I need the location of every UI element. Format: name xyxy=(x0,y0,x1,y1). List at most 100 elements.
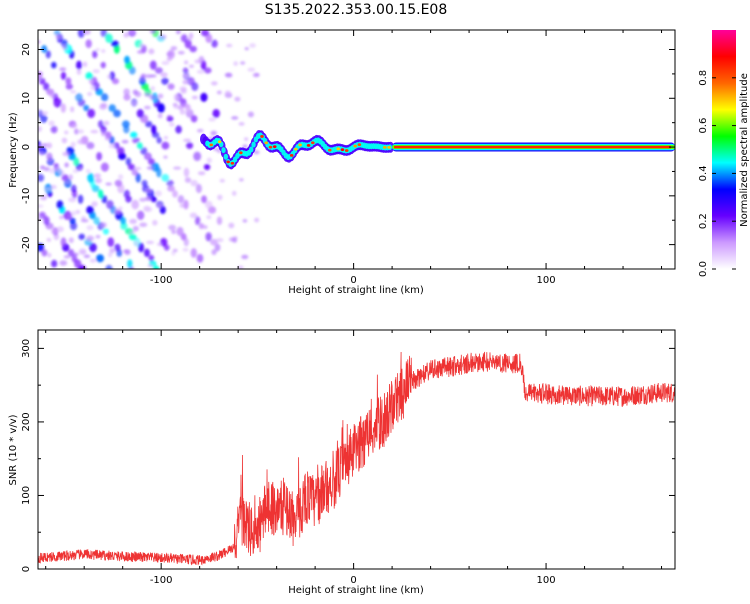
heatmap-stripe-blob xyxy=(212,108,220,118)
heatmap-speckle xyxy=(172,102,178,107)
heatmap-stripe-blob xyxy=(100,61,106,69)
heatmap-speckle xyxy=(154,190,162,197)
heatmap-speckle xyxy=(106,74,111,80)
heatmap-stripe-blob xyxy=(83,104,90,112)
heatmap-stripe-blob xyxy=(131,199,139,210)
heatmap-speckle xyxy=(68,174,73,181)
heatmap-stripe-blob xyxy=(104,131,112,139)
heatmap-carrier-core xyxy=(226,160,230,164)
heatmap-speckle xyxy=(150,74,157,78)
heatmap-speckle xyxy=(104,136,111,141)
heatmap-speckle xyxy=(77,129,84,134)
heatmap-stripe-blob xyxy=(97,189,104,199)
heatmap-speckle xyxy=(211,249,217,256)
heatmap-stripe-blob xyxy=(151,124,157,135)
heatmap-speckle xyxy=(70,90,77,94)
heatmap-speckle xyxy=(219,178,225,183)
colorbar-label: Normalized spectral amplitude xyxy=(739,73,750,227)
heatmap-speckle xyxy=(191,95,199,100)
heatmap-stripe-blob xyxy=(172,190,178,198)
colorbar-tick-label: 0.6 xyxy=(698,118,709,134)
heatmap-stripe-blob xyxy=(140,147,148,155)
heatmap-stripe-blob xyxy=(180,34,188,43)
heatmap-y-tick-label: -20 xyxy=(21,236,32,252)
heatmap-speckle xyxy=(156,203,163,208)
heatmap-carrier-core xyxy=(327,148,332,152)
heatmap-speckle xyxy=(130,30,135,34)
heatmap-speckle xyxy=(49,93,55,99)
heatmap-speckle xyxy=(41,194,48,201)
heatmap-speckle xyxy=(108,252,113,258)
heatmap-stripe-blob xyxy=(109,71,116,81)
heatmap-speckle xyxy=(224,90,232,97)
heatmap-speckle xyxy=(170,46,178,51)
heatmap-speckle xyxy=(136,50,145,54)
heatmap-speckle xyxy=(244,47,249,51)
heatmap-speckle xyxy=(240,61,246,65)
heatmap-speckle xyxy=(47,252,52,258)
heatmap-speckle xyxy=(118,206,123,211)
heatmap-speckle xyxy=(210,130,218,136)
heatmap-speckle xyxy=(55,34,61,39)
heatmap-stripe-blob xyxy=(120,222,128,230)
heatmap-stripe-blob xyxy=(100,30,108,38)
heatmap-speckle xyxy=(196,69,205,74)
heatmap-speckle xyxy=(85,168,91,174)
heatmap-stripe-blob xyxy=(143,248,150,258)
heatmap-speckle xyxy=(247,67,256,72)
heatmap-speckle xyxy=(89,258,97,263)
heatmap-speckle xyxy=(61,137,68,144)
heatmap-carrier-core xyxy=(382,146,387,149)
heatmap-stripe-blob xyxy=(101,93,109,102)
heatmap-carrier-mid xyxy=(221,147,226,154)
heatmap-speckle xyxy=(188,64,195,68)
heatmap-stripe-blob xyxy=(38,211,46,219)
heatmap-speckle xyxy=(145,196,153,201)
heatmap-speckle xyxy=(129,218,137,225)
heatmap-stripe-blob xyxy=(108,104,116,112)
snr-panel: -100 0 100 0 100 200 300 Height of straight l… xyxy=(8,329,676,596)
heatmap-speckle xyxy=(254,217,260,223)
snr-y-tick-label: 100 xyxy=(21,486,32,505)
heatmap-speckle xyxy=(90,129,99,134)
heatmap-speckle xyxy=(163,135,169,140)
heatmap-marks xyxy=(38,30,675,269)
heatmap-speckle xyxy=(167,115,172,119)
heatmap-stripe-blob xyxy=(85,72,93,80)
heatmap-speckle xyxy=(206,215,212,220)
heatmap-stripe-blob xyxy=(211,39,218,48)
heatmap-y-tick-label: 20 xyxy=(21,43,32,56)
heatmap-stripe-blob xyxy=(41,249,48,257)
heatmap-speckle xyxy=(168,224,177,231)
colorbar-tick-label: 0.0 xyxy=(698,261,709,277)
heatmap-stripe-blob xyxy=(50,259,58,268)
heatmap-speckle xyxy=(233,61,238,66)
heatmap-stripe-blob xyxy=(85,39,92,49)
heatmap-carrier-mid xyxy=(223,153,229,160)
heatmap-stripe-blob xyxy=(216,216,223,225)
heatmap-stripe-blob xyxy=(136,142,143,149)
heatmap-stripe-blob xyxy=(127,163,136,171)
heatmap-stripe-blob xyxy=(131,169,138,176)
heatmap-stripes xyxy=(38,30,260,269)
heatmap-speckle xyxy=(67,213,73,219)
heatmap-stripe-blob xyxy=(109,136,115,145)
heatmap-speckle xyxy=(64,179,71,185)
heatmap-speckle xyxy=(92,69,100,74)
heatmap-stripe-blob xyxy=(189,45,197,53)
heatmap-speckle xyxy=(215,238,224,243)
heatmap-speckle xyxy=(183,138,192,143)
heatmap-speckle xyxy=(139,222,148,228)
snr-y-tick-label: 200 xyxy=(21,412,32,431)
heatmap-speckle xyxy=(91,201,98,207)
heatmap-stripe-blob xyxy=(196,253,204,263)
heatmap-stripe-blob xyxy=(107,237,115,248)
heatmap-speckle xyxy=(179,109,186,115)
heatmap-speckle xyxy=(114,210,123,214)
heatmap-y-ticks: -20 -10 0 10 20 xyxy=(21,43,675,270)
heatmap-stripe-blob xyxy=(77,194,84,204)
heatmap-stripe-blob xyxy=(201,30,210,37)
heatmap-speckle xyxy=(64,162,69,168)
heatmap-speckle xyxy=(206,157,212,164)
heatmap-stripe-blob xyxy=(113,109,121,118)
